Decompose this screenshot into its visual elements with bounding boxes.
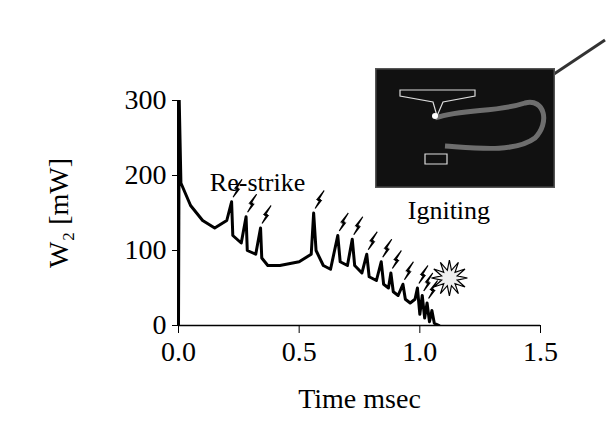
svg-text:W₂ [mW]: W₂ [mW] — [43, 158, 74, 268]
svg-text:0.5: 0.5 — [282, 336, 317, 367]
svg-text:200: 200 — [125, 159, 167, 190]
svg-text:0: 0 — [152, 309, 167, 341]
svg-text:Igniting: Igniting — [408, 196, 490, 225]
svg-text:1.0: 1.0 — [402, 336, 437, 367]
svg-text:Time msec: Time msec — [298, 383, 421, 414]
svg-text:100: 100 — [125, 234, 167, 265]
svg-text:0.0: 0.0 — [161, 336, 196, 367]
svg-text:Re-strike: Re-strike — [210, 168, 305, 197]
svg-text:300: 300 — [125, 84, 167, 115]
svg-text:1.5: 1.5 — [523, 336, 558, 367]
